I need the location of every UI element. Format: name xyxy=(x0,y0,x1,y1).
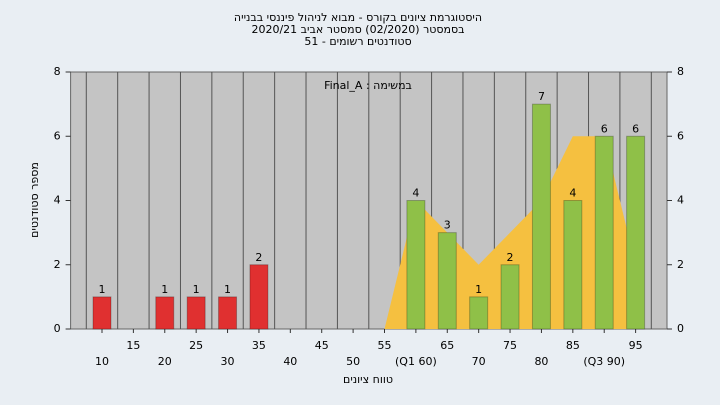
x-tick-label: 20 xyxy=(158,355,172,368)
x-tick-label: 50 xyxy=(346,355,360,368)
chart-subtitle: בסמסטר (02/2020) סמסטר אביב 2020/21 xyxy=(251,23,464,36)
x-tick-label: 75 xyxy=(503,339,517,352)
y2-tick-label: 6 xyxy=(677,129,684,142)
bar xyxy=(531,103,551,330)
x-tick-label: (Q3 90) xyxy=(583,355,625,368)
y2-tick-label: 2 xyxy=(677,258,684,271)
y-tick-label: 8 xyxy=(54,65,61,78)
bar xyxy=(406,200,426,330)
y-axis-label: מספר סטודנטים xyxy=(28,162,41,238)
value-label: 6 xyxy=(601,122,608,135)
bar xyxy=(500,264,520,330)
value-label: 1 xyxy=(475,283,482,296)
y2-tick-label: 0 xyxy=(677,322,684,335)
x-tick-label: 85 xyxy=(566,339,580,352)
bar xyxy=(218,296,238,330)
value-label: 6 xyxy=(632,122,639,135)
value-label: 7 xyxy=(538,90,545,103)
value-label: 4 xyxy=(569,187,576,200)
annotation: במשימה : Final_A xyxy=(324,79,412,92)
bar xyxy=(469,296,489,330)
x-axis-label: טווח ציונים xyxy=(343,373,393,386)
y-tick-label: 4 xyxy=(54,194,61,207)
bar xyxy=(563,200,583,330)
x-tick-label: 55 xyxy=(377,339,391,352)
bar xyxy=(437,232,457,330)
x-tick-label: 45 xyxy=(315,339,329,352)
x-tick-label: 40 xyxy=(283,355,297,368)
value-label: 1 xyxy=(161,283,168,296)
value-label: 1 xyxy=(224,283,231,296)
bar xyxy=(92,296,112,330)
x-tick-label: 30 xyxy=(221,355,235,368)
x-tick-label: 65 xyxy=(440,339,454,352)
chart-subtitle: סטודנטים רשומים - 51 xyxy=(304,35,411,48)
x-tick-label: 15 xyxy=(126,339,140,352)
value-label: 2 xyxy=(255,251,262,264)
bar xyxy=(186,296,206,330)
x-tick-label: 70 xyxy=(472,355,486,368)
bar xyxy=(155,296,175,330)
x-tick-label: 25 xyxy=(189,339,203,352)
x-tick-label: 35 xyxy=(252,339,266,352)
bar xyxy=(594,135,614,330)
y-tick-label: 0 xyxy=(54,322,61,335)
x-tick-label: (Q1 60) xyxy=(395,355,437,368)
value-label: 1 xyxy=(98,283,105,296)
y2-tick-label: 8 xyxy=(677,65,684,78)
y-tick-label: 2 xyxy=(54,258,61,271)
value-label: 1 xyxy=(193,283,200,296)
x-tick-label: 95 xyxy=(629,339,643,352)
y-tick-label: 6 xyxy=(54,129,61,142)
value-label: 2 xyxy=(507,251,514,264)
y2-tick-label: 4 xyxy=(677,194,684,207)
bar xyxy=(249,264,269,330)
bar xyxy=(626,135,646,330)
x-tick-label: 10 xyxy=(95,355,109,368)
chart-title: היסטוגרמת ציונים בקורס - מבוא לניהול פינ… xyxy=(234,11,482,24)
value-label: 3 xyxy=(444,219,451,232)
value-label: 4 xyxy=(412,187,419,200)
x-tick-label: 80 xyxy=(534,355,548,368)
